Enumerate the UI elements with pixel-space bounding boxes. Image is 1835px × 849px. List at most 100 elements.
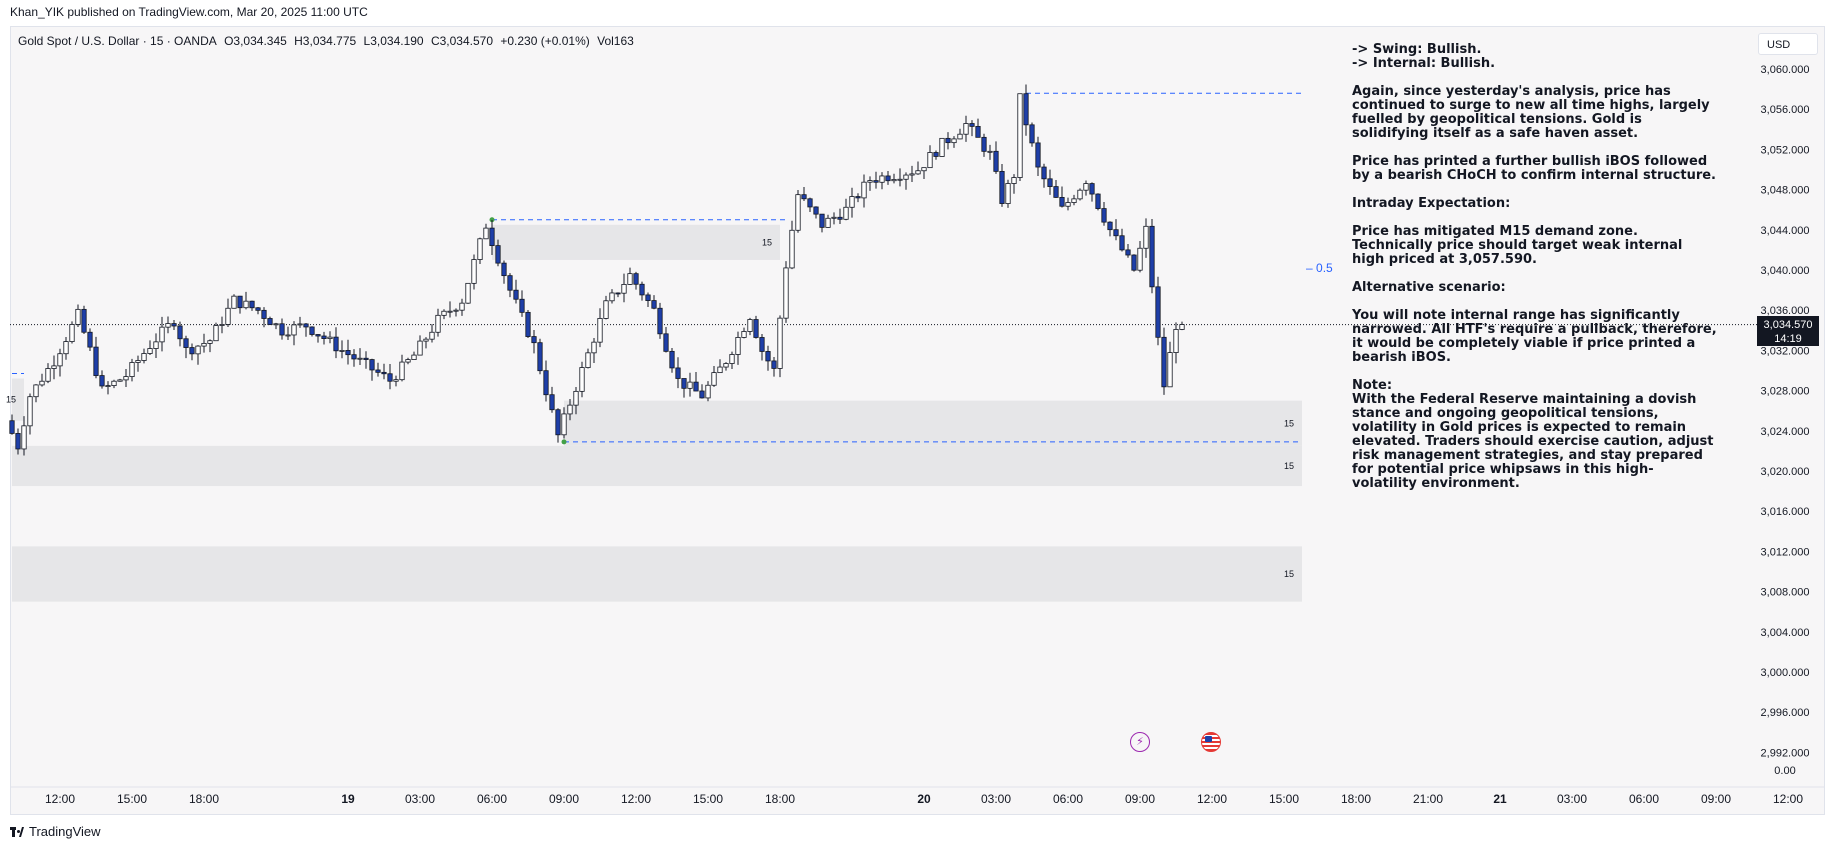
alternative-paragraph: You will note internal range has signifi… — [1352, 308, 1717, 365]
y-axis: 3,060.000 3,056.000 3,052.000 3,048.000 3,04… — [1761, 64, 1810, 777]
bull-candle — [591, 341, 597, 354]
bear-candle — [639, 283, 645, 296]
bull-candle — [1071, 198, 1077, 203]
bull-candle — [951, 138, 957, 144]
x-axis-tick: 03:00 — [981, 792, 1011, 806]
swing-bias: -> Swing: Bullish. — [1352, 42, 1482, 57]
x-axis-tick: 09:00 — [549, 792, 579, 806]
bear-candle — [1041, 166, 1047, 180]
y-axis-tick: 3,012.000 — [1761, 546, 1810, 558]
bull-candle — [867, 180, 873, 183]
bull-candle — [405, 359, 411, 363]
y-axis-tick: 3,020.000 — [1761, 466, 1810, 478]
y-axis-tick: 0.00 — [1774, 765, 1795, 777]
zones-layer: 15 15 15 15 15 — [6, 224, 1302, 602]
bull-candle — [45, 368, 51, 382]
symbol-name[interactable]: Gold Spot / U.S. Dollar · 15 · OANDA — [18, 34, 217, 48]
us-flag-icon[interactable] — [1201, 732, 1221, 752]
bear-candle — [537, 342, 543, 372]
bull-candle — [1167, 352, 1173, 388]
bull-candle — [57, 353, 63, 367]
bull-candle — [219, 324, 225, 326]
bull-candle — [105, 385, 111, 387]
bull-candle — [729, 354, 735, 364]
bear-candle — [669, 350, 675, 369]
bear-candle — [237, 295, 243, 309]
bull-candle — [39, 380, 45, 386]
analysis-paragraph: Again, since yesterday's analysis, price… — [1352, 84, 1710, 141]
bear-candle — [993, 150, 999, 172]
note-title: Note: — [1352, 378, 1393, 393]
bull-candle — [429, 331, 435, 340]
bull-candle — [1011, 177, 1017, 184]
x-axis-tick: 18:00 — [189, 792, 219, 806]
bear-candle — [1053, 186, 1059, 198]
x-axis-tick: 18:00 — [1341, 792, 1371, 806]
bear-candle — [555, 409, 561, 436]
bear-candle — [693, 381, 699, 392]
bear-candle — [1059, 196, 1065, 207]
bear-candle — [513, 289, 519, 300]
bull-candle — [735, 337, 741, 355]
ohlc-close: C3,034.570 — [430, 34, 494, 48]
bull-candle — [687, 381, 693, 389]
bear-candle — [345, 350, 351, 356]
bull-candle — [927, 152, 933, 169]
bear-candle — [819, 213, 825, 228]
bear-candle — [501, 262, 507, 277]
bear-candle — [1131, 254, 1137, 271]
demand-zone — [12, 378, 24, 421]
x-axis-tick: 12:00 — [1197, 792, 1227, 806]
bear-candle — [999, 170, 1005, 204]
x-axis-tick: 06:00 — [1053, 792, 1083, 806]
bear-candle — [333, 336, 339, 352]
bull-candle — [1005, 183, 1011, 204]
bull-candle — [447, 310, 453, 313]
bull-candle — [831, 216, 837, 219]
bull-candle — [741, 331, 747, 338]
bull-candle — [63, 341, 69, 355]
bear-candle — [873, 180, 879, 183]
bear-candle — [837, 216, 843, 220]
bull-candle — [789, 229, 795, 269]
tradingview-logo-icon — [10, 827, 24, 837]
y-axis-tick: 3,004.000 — [1761, 627, 1810, 639]
bull-candle — [1065, 202, 1071, 207]
bull-candle — [585, 352, 591, 368]
bear-candle — [675, 367, 681, 379]
bear-candle — [261, 309, 267, 319]
bull-candle — [297, 323, 303, 326]
ohlc-low: L3,034.190 — [363, 34, 424, 48]
bear-candle — [249, 300, 255, 309]
bear-candle — [507, 275, 513, 291]
y-axis-tick: 3,052.000 — [1761, 144, 1810, 156]
bear-candle — [663, 333, 669, 352]
demand-zone — [564, 400, 1302, 446]
bull-candle — [141, 353, 147, 361]
bull-candle — [483, 227, 489, 240]
bull-candle — [909, 173, 915, 176]
bull-candle — [849, 196, 855, 208]
bull-candle — [939, 137, 945, 157]
x-axis-tick: 03:00 — [1557, 792, 1587, 806]
bear-candle — [183, 338, 189, 348]
bull-candle — [243, 300, 249, 309]
footer-brand[interactable]: TradingView — [29, 824, 101, 839]
lightning-icon[interactable]: ⚡ — [1130, 732, 1150, 752]
bull-candle — [1017, 93, 1023, 178]
bear-candle — [981, 136, 987, 152]
bear-candle — [1149, 225, 1155, 288]
bear-candle — [99, 375, 105, 387]
zone-label: 15 — [1284, 418, 1294, 428]
y-axis-tick: 3,024.000 — [1761, 426, 1810, 438]
bull-candle — [441, 310, 447, 316]
bear-candle — [1101, 208, 1107, 223]
bear-candle — [279, 323, 285, 336]
currency-selector[interactable]: USD — [1758, 33, 1818, 55]
bull-candle — [213, 325, 219, 342]
bull-candle — [879, 175, 885, 183]
bear-candle — [363, 357, 369, 360]
published-header: Khan_YIK published on TradingView.com, M… — [10, 5, 368, 19]
bear-candle — [933, 152, 939, 157]
